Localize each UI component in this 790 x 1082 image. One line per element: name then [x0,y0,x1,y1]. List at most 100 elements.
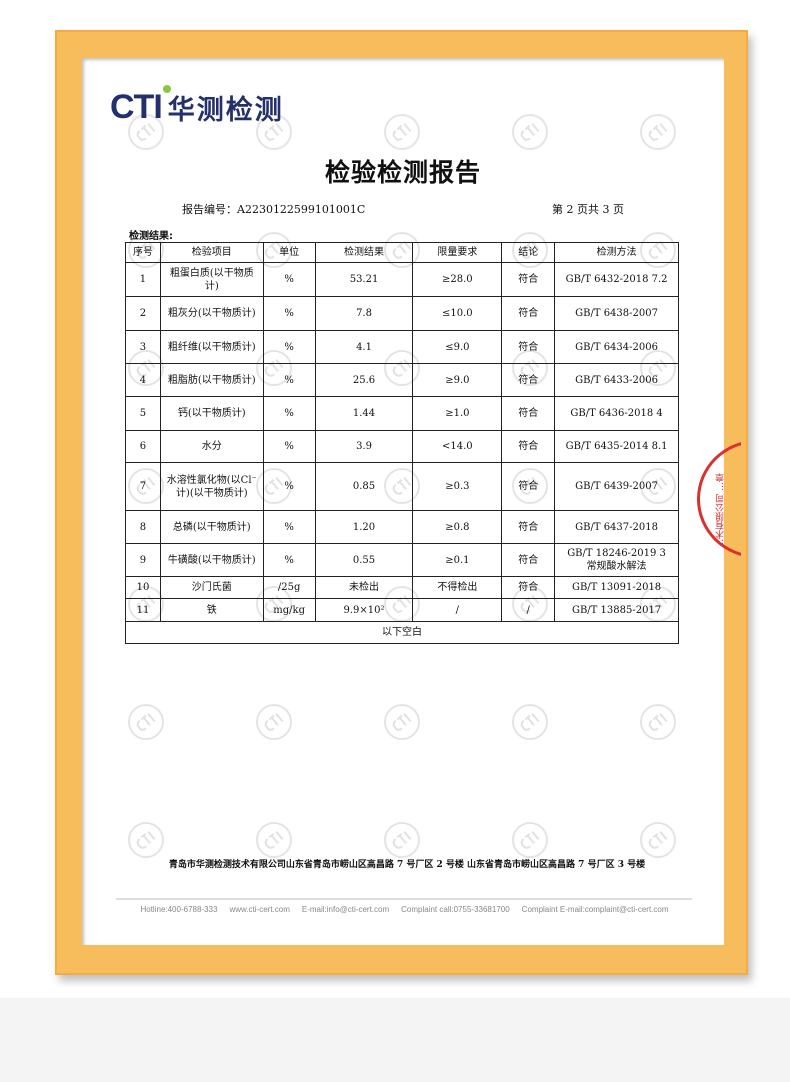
report-number: 报告编号：A2230122599101001C [182,203,366,216]
table-cell: / [412,598,503,622]
table-cell: 符合 [501,576,556,599]
table-cell: 符合 [501,363,556,397]
table-cell: GB/T 6432-2018 7.2 [554,262,679,297]
table-cell: % [262,330,316,364]
table-row: 1 粗蛋白质(以干物质计)% 53.21 ≥28.0 符合 GB/T 6432-2018 … [125,262,679,297]
table-cell: 符合 [501,330,556,364]
table-cell: 不得检出 [412,576,503,599]
table-cell: 符合 [501,396,556,431]
watermark-icon [640,822,676,858]
column-header: 检测结果 [314,242,414,263]
table-header: 序号 检验项目 单位 检测结果 限量要求 结论 检测方法 [125,242,679,263]
logo-name: 华测检测 [167,95,284,126]
table-cell: 铁 [159,598,264,622]
table-cell: 11 [125,598,161,622]
contact-item: Hotline:400-6788-333 [140,905,218,914]
table-cell: 钙(以干物质计) [159,396,264,431]
table-footer-row: 以下空白 [125,621,679,644]
table-cell: ≤10.0 [412,296,503,331]
cti-logo: CTI 华测检测 [110,85,284,127]
contact-item: Complaint E-mail:complaint@cti-cert.com [521,905,669,914]
column-header: 序号 [125,242,161,263]
company-address: 青岛市华测检测技术有限公司山东省青岛市崂山区高昌路 7 号厂区 2 号楼 山东省… [168,860,646,870]
table-cell: 9 [125,543,161,577]
contact-item: E-mail:info@cti-cert.com [301,905,390,914]
table-cell: GB/T 6435-2014 8.1 [554,430,679,463]
table-cell: 1.20 [314,510,414,544]
table-row: 2 粗灰分(以干物质计)% 7.8 ≤10.0 符合 GB/T 6438-2007 [125,296,679,331]
table-row: 7 水溶性氯化物(以Cl⁻计)(以干物质计)% 0.85 ≥0.3 符合 GB/T 643… [125,462,679,511]
column-header: 结论 [501,242,556,263]
contact-item: Complaint call:0755-33681700 [401,905,510,914]
table-cell: GB/T 6434-2006 [554,330,679,364]
contact-info: Hotline:400-6788-333 www.cti-cert.com E-ma… [102,904,707,915]
table-cell: GB/T 6433-2006 [554,363,679,397]
table-cell: 符合 [501,543,556,577]
table-cell: 符合 [501,296,556,331]
watermark-icon [640,114,676,150]
table-cell: 0.55 [314,543,414,577]
table-cell: /25g [262,576,316,599]
table-cell: 7 [125,462,161,511]
table-cell: 1.44 [314,396,414,431]
table-cell: GB/T 6438-2007 [554,296,679,331]
logo-mark: CTI [110,88,163,126]
table-cell: 符合 [501,510,556,544]
watermark-icon [256,114,292,150]
table-cell: 2 [125,296,161,331]
table-row: 11 铁 mg/kg 9.9×10² / / GB/T 13885-2017 [125,598,679,622]
table-cell: 3 [125,330,161,364]
results-table: 序号 检验项目 单位 检测结果 限量要求 结论 检测方法 1 粗蛋白质(以干物质计)% 53.2… [125,242,679,644]
table-cell: 牛磺酸(以干物质计) [159,543,264,577]
column-header: 检测方法 [554,242,679,263]
table-cell: 总磷(以干物质计) [159,510,264,544]
table-cell: ≥9.0 [412,363,503,397]
watermark-icon [384,704,420,740]
table-cell: % [262,543,316,577]
table-cell: 10 [125,576,161,599]
column-header: 限量要求 [412,242,503,263]
table-cell: 粗纤维(以干物质计) [159,330,264,364]
watermark-icon [128,114,164,150]
table-cell: % [262,510,316,544]
table-cell: 粗灰分(以干物质计) [159,296,264,331]
table-row: 9 牛磺酸(以干物质计)% 0.55 ≥0.1 符合 GB/T 18246-2019 3 … [125,543,679,577]
table-row: 10 沙门氏菌/25g 未检出 不得检出 符合 GB/T 13091-2018 [125,576,679,599]
seal-text: …术有限公司 …章 [716,473,726,548]
table-cell: GB/T 13885-2017 [554,598,679,622]
table-cell: 粗脂肪(以干物质计) [159,363,264,397]
table-cell: ≥0.8 [412,510,503,544]
watermark-icon [384,114,420,150]
table-cell: % [262,396,316,431]
report-page: CTI 华测检测 检验检测报告 报告编号：A2230122599101001C … [82,58,724,945]
watermark-icon [512,704,548,740]
table-cell: GB/T 18246-2019 3 常规酸水解法 [554,543,679,577]
column-header: 单位 [262,242,316,263]
table-cell: ≤9.0 [412,330,503,364]
table-cell: GB/T 6439-2007 [554,462,679,511]
table-cell: GB/T 6437-2018 [554,510,679,544]
table-cell: 0.85 [314,462,414,511]
table-cell: 7.8 [314,296,414,331]
divider [116,898,692,900]
table-cell: 符合 [501,262,556,297]
table-cell: 6 [125,430,161,463]
table-cell: 符合 [501,462,556,511]
table-cell: ≥0.3 [412,462,503,511]
watermark-icon [384,822,420,858]
table-cell: % [262,430,316,463]
table-cell: 符合 [501,430,556,463]
table-cell: 53.21 [314,262,414,297]
table-cell: ≥0.1 [412,543,503,577]
watermark-icon [512,114,548,150]
table-cell: ≥1.0 [412,396,503,431]
page-number: 第 2 页共 3 页 [552,203,624,216]
table-cell: 4.1 [314,330,414,364]
table-cell: 3.9 [314,430,414,463]
results-label: 检测结果: [129,231,173,242]
table-cell: 1 [125,262,161,297]
table-cell: 4 [125,363,161,397]
contact-item: www.cti-cert.com [229,905,290,914]
table-cell: mg/kg [262,598,316,622]
table-cell: 9.9×10² [314,598,414,622]
